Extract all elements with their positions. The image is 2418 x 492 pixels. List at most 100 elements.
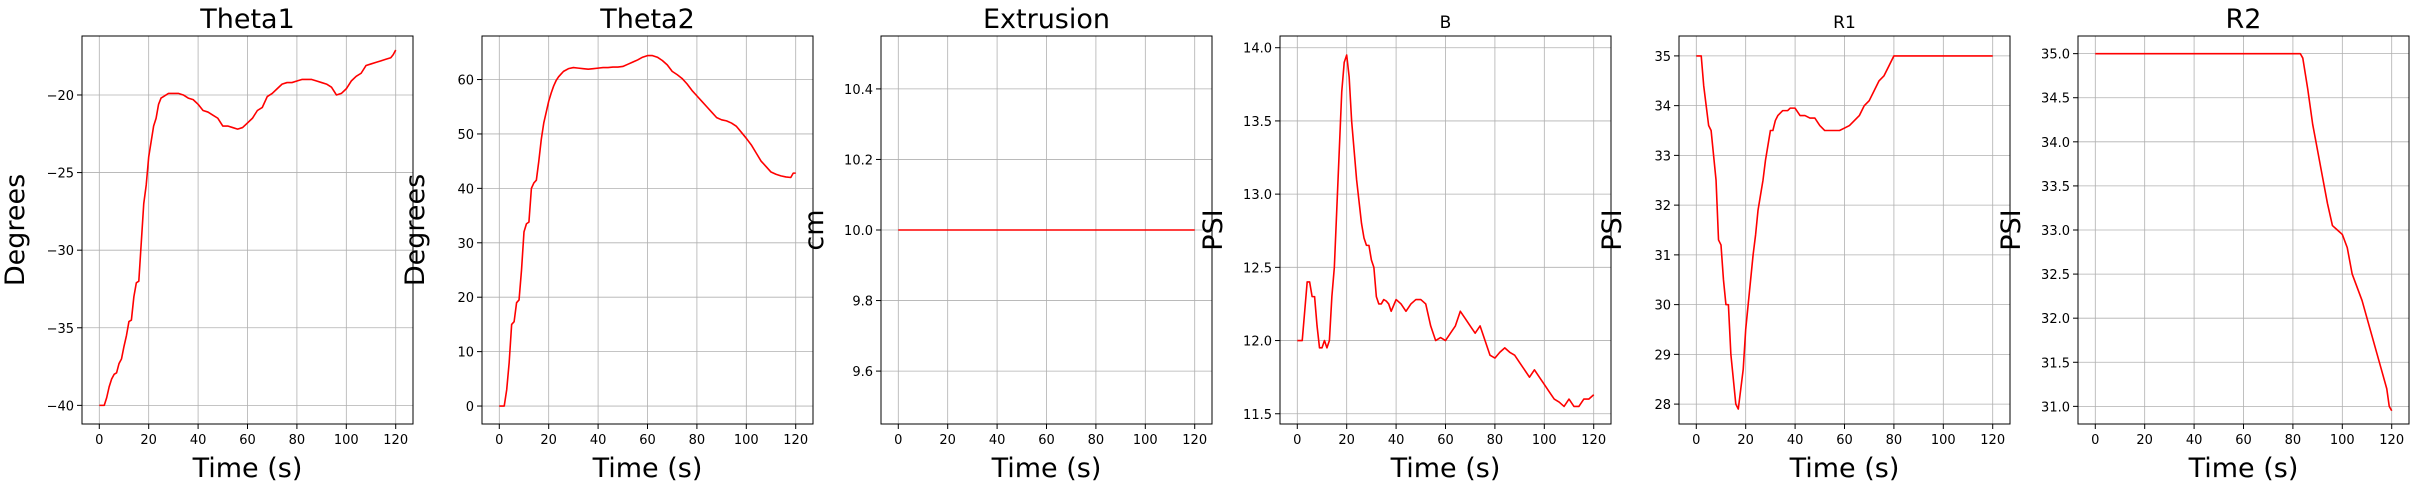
- chart-2-ytick-label-5: 50: [457, 128, 474, 143]
- chart-4-ytick-label-3: 13.0: [1243, 188, 1272, 203]
- chart-2-ylabel: Degrees: [400, 174, 431, 286]
- chart-5-xtick-label-6: 120: [1980, 433, 2005, 448]
- chart-1-xlabel: Time (s): [192, 453, 303, 484]
- chart-4-xtick-label-0: 0: [1293, 433, 1301, 448]
- chart-4-series-line-0: [1297, 54, 1595, 408]
- chart-5-series-line-0: [1696, 55, 1993, 410]
- chart-5-ytick-label-3: 31: [1654, 249, 1671, 264]
- chart-5-xtick-label-0: 0: [1692, 433, 1700, 448]
- chart-2-ytick-label-3: 30: [457, 237, 474, 252]
- chart-5-xtick-label-1: 20: [1737, 433, 1754, 448]
- chart-6-ytick-label-3: 32.5: [2041, 268, 2070, 283]
- chart-4-xtick-label-5: 100: [1532, 433, 1557, 448]
- chart-2-xtick-label-2: 40: [590, 433, 607, 448]
- chart-4: 0 20 40 60 80 100 120 11.5 12.0 12.5 13.0 13.5 14.0 B…: [1198, 13, 1612, 484]
- chart-4-ytick-label-1: 12.0: [1243, 335, 1272, 350]
- chart-3-xtick-label-2: 40: [989, 433, 1006, 448]
- chart-5: 0 20 40 60 80 100 120 28 29 30 31 32 33 34 35 R1 Time (s…: [1597, 13, 2011, 484]
- chart-6-ytick-label-7: 34.5: [2041, 92, 2070, 107]
- chart-3-xtick-label-4: 80: [1088, 433, 1105, 448]
- chart-6-ytick-label-2: 32.0: [2041, 312, 2070, 327]
- chart-3-ytick-label-2: 10.0: [844, 224, 873, 239]
- chart-4-xtick-label-6: 120: [1581, 433, 1606, 448]
- chart-5-ylabel: PSI: [1597, 209, 1628, 250]
- chart-3-xtick-label-6: 120: [1182, 433, 1207, 448]
- chart-2-xtick-label-1: 20: [540, 433, 557, 448]
- chart-6-xtick-label-5: 100: [2330, 433, 2355, 448]
- chart-5-ytick-label-0: 28: [1654, 398, 1671, 413]
- chart-1-xtick-label-5: 100: [334, 433, 359, 448]
- chart-4-ytick-label-2: 12.5: [1243, 261, 1272, 276]
- chart-2-title: Theta2: [599, 4, 695, 35]
- chart-6-xtick-label-1: 20: [2136, 433, 2153, 448]
- chart-6-xtick-label-2: 40: [2186, 433, 2203, 448]
- chart-3-ylabel: cm: [799, 209, 830, 250]
- chart-5-xtick-label-2: 40: [1787, 433, 1804, 448]
- chart-3-xtick-label-5: 100: [1133, 433, 1158, 448]
- chart-4-xlabel: Time (s): [1390, 453, 1501, 484]
- chart-2-ytick-label-6: 60: [457, 74, 474, 89]
- chart-2-xtick-label-5: 100: [734, 433, 759, 448]
- chart-3-xtick-label-3: 60: [1038, 433, 1055, 448]
- chart-4-ytick-label-0: 11.5: [1243, 408, 1272, 423]
- chart-1-xtick-label-0: 0: [95, 433, 103, 448]
- chart-1-xtick-label-2: 40: [190, 433, 207, 448]
- chart-2-xlabel: Time (s): [592, 453, 703, 484]
- chart-5-xtick-label-5: 100: [1931, 433, 1956, 448]
- chart-5-title: R1: [1833, 13, 1856, 33]
- chart-1: 0 20 40 60 80 100 120 −40 −35 −30 −25 −20 Theta1 Time…: [0, 4, 414, 484]
- chart-2-ytick-label-1: 10: [457, 346, 474, 361]
- chart-3-xlabel: Time (s): [991, 453, 1102, 484]
- chart-1-xtick-label-3: 60: [239, 433, 256, 448]
- chart-2-ytick-label-4: 40: [457, 182, 474, 197]
- chart-6-ytick-label-5: 33.5: [2041, 180, 2070, 195]
- chart-2-xtick-label-3: 60: [639, 433, 656, 448]
- chart-2-xtick-label-4: 80: [689, 433, 706, 448]
- chart-1-title: Theta1: [199, 4, 295, 35]
- chart-3-ytick-label-4: 10.4: [844, 83, 873, 98]
- chart-5-xlabel: Time (s): [1789, 453, 1900, 484]
- chart-2-ytick-label-0: 0: [466, 400, 474, 415]
- chart-3-ytick-label-1: 9.8: [852, 295, 873, 310]
- chart-6-ylabel: PSI: [1996, 209, 2027, 250]
- chart-5-ytick-label-2: 30: [1654, 299, 1671, 314]
- chart-6-ytick-label-0: 31.0: [2041, 400, 2070, 415]
- chart-2-ytick-label-2: 20: [457, 291, 474, 306]
- chart-1-xtick-label-1: 20: [140, 433, 157, 448]
- chart-5-ytick-label-6: 34: [1654, 100, 1671, 115]
- chart-4-ytick-label-5: 14.0: [1243, 42, 1272, 57]
- chart-2: 0 20 40 60 80 100 120 0 10 20 30 40 50 60 Theta2 Time (…: [400, 4, 814, 484]
- chart-3-xtick-label-1: 20: [939, 433, 956, 448]
- chart-6-ytick-label-4: 33.0: [2041, 224, 2070, 239]
- chart-6-ytick-label-1: 31.5: [2041, 356, 2070, 371]
- chart-4-ylabel: PSI: [1198, 209, 1229, 250]
- chart-3-xtick-label-0: 0: [894, 433, 902, 448]
- chart-5-xtick-label-4: 80: [1886, 433, 1903, 448]
- chart-6-series-line-0: [2095, 52, 2393, 412]
- chart-3-ytick-label-0: 9.6: [852, 365, 873, 380]
- chart-6-ytick-label-6: 34.0: [2041, 136, 2070, 151]
- chart-3-ytick-label-3: 10.2: [844, 153, 873, 168]
- chart-1-xtick-label-4: 80: [289, 433, 306, 448]
- chart-4-xtick-label-2: 40: [1388, 433, 1405, 448]
- chart-5-ytick-label-5: 33: [1654, 149, 1671, 164]
- chart-1-ytick-label-4: −20: [47, 89, 74, 104]
- chart-2-xtick-label-6: 120: [783, 433, 808, 448]
- chart-6-xtick-label-0: 0: [2091, 433, 2099, 448]
- chart-4-ytick-label-4: 13.5: [1243, 115, 1272, 130]
- chart-3-title: Extrusion: [983, 4, 1110, 35]
- chart-1-ytick-label-0: −40: [47, 399, 74, 414]
- chart-1-ytick-label-3: −25: [47, 167, 74, 182]
- chart-4-title: B: [1440, 13, 1452, 33]
- chart-1-xtick-label-6: 120: [383, 433, 408, 448]
- chart-4-xtick-label-3: 60: [1437, 433, 1454, 448]
- chart-1-series-line-0: [99, 49, 397, 407]
- chart-1-ytick-label-2: −30: [47, 244, 74, 259]
- chart-3: 0 20 40 60 80 100 120 9.6 9.8 10.0 10.2 10.4 Extrusi…: [799, 4, 1213, 484]
- chart-2-series-line-0: [499, 54, 796, 407]
- chart-6-xtick-label-4: 80: [2285, 433, 2302, 448]
- chart-1-ylabel: Degrees: [0, 174, 31, 286]
- chart-6-xtick-label-3: 60: [2235, 433, 2252, 448]
